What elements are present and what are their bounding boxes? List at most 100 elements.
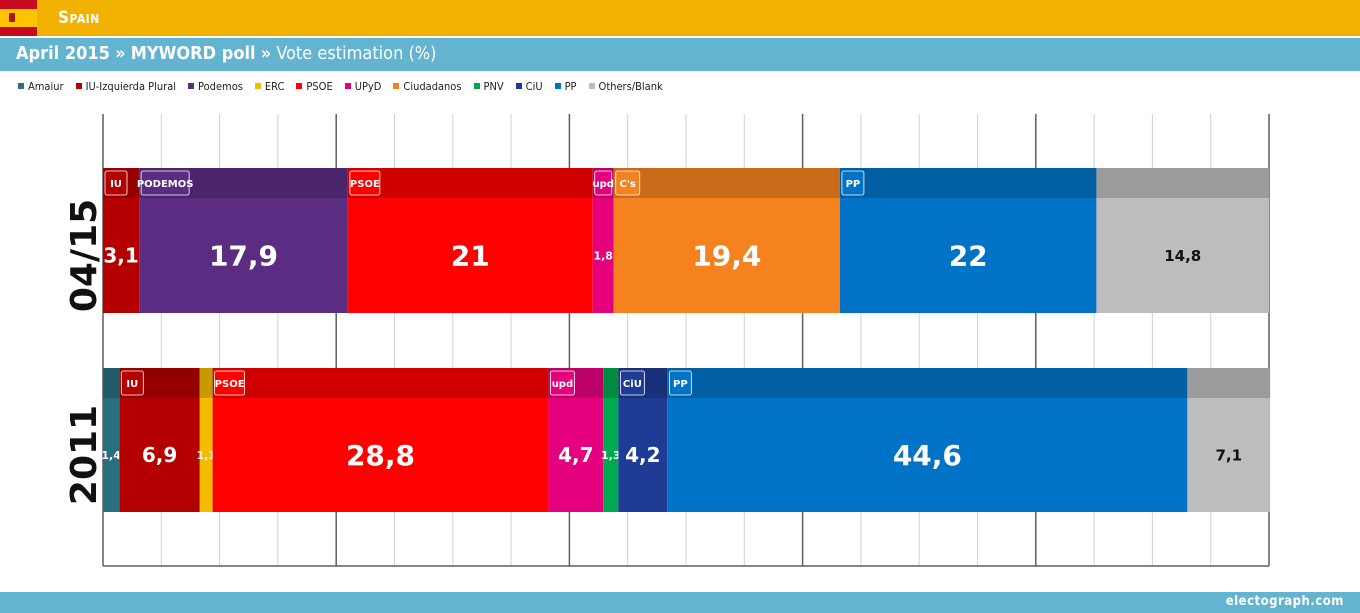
legend-label: PP <box>564 80 577 93</box>
bar-segment <box>212 398 549 512</box>
bar-header-strip <box>347 168 593 198</box>
party-logo-label: IU <box>126 379 138 390</box>
legend-swatch <box>393 83 400 89</box>
bar-segment <box>592 198 614 313</box>
value-label: 7,1 <box>1215 446 1242 464</box>
legend-swatch <box>296 83 303 89</box>
legend-swatch <box>75 83 82 89</box>
pollster-name: MYWORD poll <box>130 43 256 64</box>
legend-item: Podemos <box>188 80 243 93</box>
legend-swatch <box>188 83 195 89</box>
bar-segment <box>603 398 619 512</box>
bar-segment <box>347 198 593 313</box>
party-logo-icon <box>619 370 645 396</box>
legend-label: PSOE <box>306 80 333 93</box>
bar-segment <box>119 398 200 512</box>
header-bar: Spain <box>0 0 1360 36</box>
bar-header-strip <box>103 368 120 398</box>
party-logo-icon <box>349 170 381 196</box>
legend-label: UPyD <box>354 80 382 93</box>
party-logo-label: PSOE <box>350 179 380 190</box>
bar-header-strip <box>1187 368 1271 398</box>
legend-label: IU-Izquierda Plural <box>85 80 177 93</box>
legend-item: PNV <box>473 80 504 93</box>
legend-label: CiU <box>525 80 543 93</box>
legend-label: Others/Blank <box>598 80 663 93</box>
party-logo-icon <box>615 170 641 196</box>
value-label: 28,8 <box>346 439 415 472</box>
value-label: 4,2 <box>625 443 660 467</box>
legend-label: Ciudadanos <box>403 80 462 93</box>
legend-label: ERC <box>264 80 285 93</box>
party-logo-icon <box>140 170 190 196</box>
party-logo-label: PP <box>673 379 688 390</box>
legend-item: ERC <box>254 80 285 93</box>
bar-header-strip <box>667 368 1188 398</box>
poll-subject: Vote estimation (%) <box>276 43 437 64</box>
bar-segment <box>548 398 604 512</box>
legend-swatch <box>588 83 595 89</box>
value-label: 19,4 <box>692 240 761 273</box>
bar-segment <box>139 198 348 313</box>
bar-segment <box>1187 398 1271 512</box>
separator: » <box>260 43 272 64</box>
legend-swatch <box>473 83 480 89</box>
bar-header-strip <box>603 368 619 398</box>
legend-item: Amaiur <box>18 80 64 93</box>
value-label: 14,8 <box>1164 247 1201 265</box>
legend-label: PNV <box>483 80 504 93</box>
value-label: 17,9 <box>209 240 278 273</box>
party-logo-icon <box>594 170 613 196</box>
party-logo-icon <box>104 170 128 196</box>
legend-item: Ciudadanos <box>393 80 462 93</box>
party-logo-label: upd <box>592 179 613 190</box>
bar-header-strip <box>199 368 213 398</box>
bar-header-strip <box>1096 168 1269 198</box>
bar-segment <box>103 198 140 313</box>
legend-label: Podemos <box>198 80 243 93</box>
stacked-bar-chart: 04/15 IU 3,1 PODEMOS 17,9 PSOE 21 upd 1,8 C's 19,4… <box>64 114 1271 567</box>
party-logo-label: C's <box>620 179 636 190</box>
row-label: 04/15 <box>64 199 105 312</box>
value-label: 1,8 <box>593 249 613 262</box>
footer-bar: electograph.com <box>0 592 1360 613</box>
bar-segment <box>613 198 840 313</box>
legend-item: CiU <box>515 80 543 93</box>
value-label: 4,7 <box>558 443 593 467</box>
party-logo-label: upd <box>552 379 573 390</box>
value-label: 3,1 <box>103 244 138 268</box>
party-logo-label: CiU <box>623 379 642 390</box>
legend-item: Others/Blank <box>588 80 663 93</box>
bar-header-strip <box>839 168 1097 198</box>
party-logo-label: PP <box>846 179 861 190</box>
bar-header-strip <box>613 168 840 198</box>
value-label: 1,1 <box>196 449 216 462</box>
poll-subtitle: April 2015 » MYWORD poll » Vote estimati… <box>16 43 437 64</box>
party-logo-icon <box>214 370 246 396</box>
party-logo-icon <box>120 370 144 396</box>
party-logo-icon <box>841 170 865 196</box>
party-logo-label: IU <box>110 179 122 190</box>
value-label: 1,4 <box>101 449 121 462</box>
value-label: 44,6 <box>893 439 962 472</box>
separator: » <box>115 43 126 64</box>
bar-segment <box>199 398 213 512</box>
row-label: 2011 <box>64 405 105 505</box>
bar-header-strip <box>212 368 549 398</box>
footer-credit: electograph.com <box>1225 594 1344 609</box>
legend-swatch <box>344 83 351 89</box>
legend-label: Amaiur <box>28 80 64 93</box>
party-logo-icon <box>668 370 692 396</box>
legend-swatch <box>515 83 522 89</box>
legend-swatch <box>554 83 561 89</box>
bar-segment <box>103 398 120 512</box>
legend-item: IU-Izquierda Plural <box>75 80 177 93</box>
bar-segment <box>839 198 1097 313</box>
bar-segment <box>1096 198 1269 313</box>
bar-segment <box>667 398 1188 512</box>
value-label: 6,9 <box>142 443 177 467</box>
bar-segment <box>618 398 668 512</box>
legend-swatch <box>254 83 261 89</box>
subheader-bar: April 2015 » MYWORD poll » Vote estimati… <box>0 38 1360 71</box>
value-label: 1,3 <box>601 449 621 462</box>
